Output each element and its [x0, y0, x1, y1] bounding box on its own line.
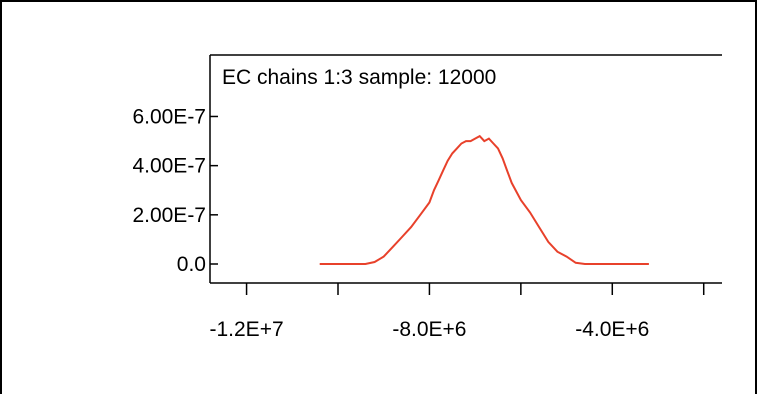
x-tick-label: -4.0E+6	[575, 318, 649, 341]
y-tick-label: 0.0	[177, 253, 206, 276]
y-tick-label: 2.00E-7	[132, 204, 206, 227]
x-tick-label: -1.2E+7	[210, 318, 284, 341]
y-tick-label: 6.00E-7	[132, 105, 206, 128]
y-ticks: 0.0 2.00E-7 4.00E-7 6.00E-7	[132, 105, 218, 276]
series-line	[319, 134, 649, 265]
chart-title: EC chains 1:3 sample: 12000	[222, 66, 496, 89]
y-tick-label: 4.00E-7	[132, 155, 206, 178]
x-ticks: -1.2E+7 -8.0E+6 -4.0E+6	[210, 283, 705, 341]
x-tick-label: -8.0E+6	[392, 318, 466, 341]
